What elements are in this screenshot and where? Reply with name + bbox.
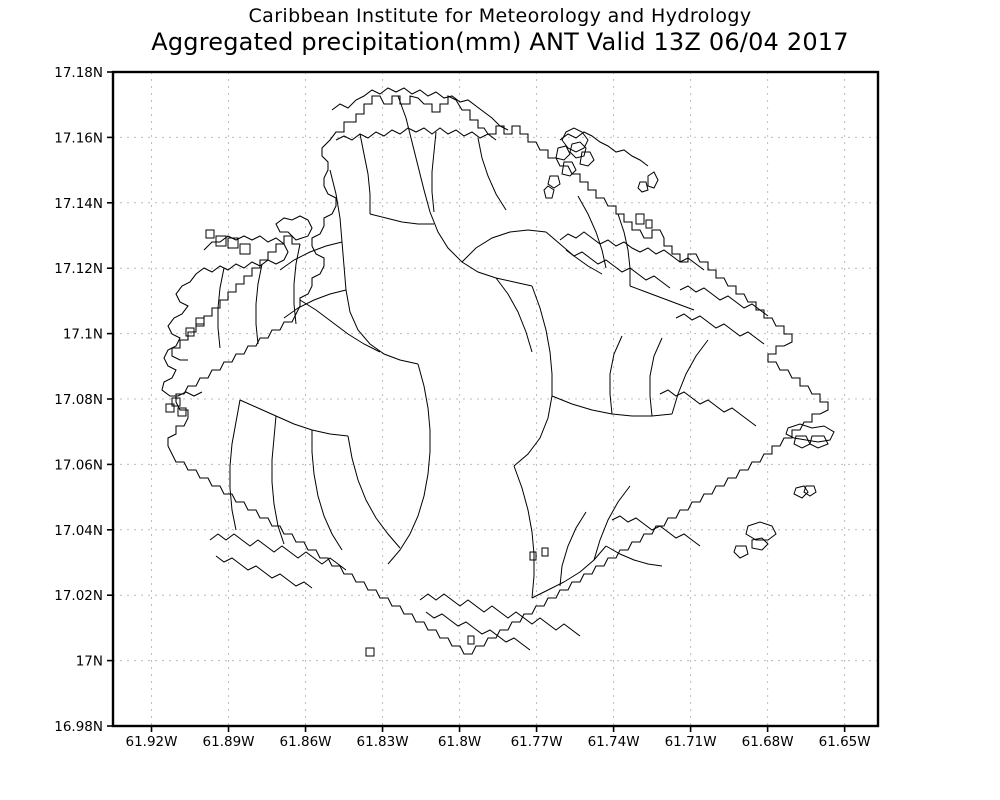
y-tick-label: 16.98N [54,719,103,735]
x-tick-label: 61.77W [511,734,563,750]
antigua-coastline [161,87,829,655]
y-tick-label: 17.18N [54,65,103,81]
product-title: Aggregated precipitation(mm) ANT Valid 1… [151,28,849,56]
offshore-islets [365,127,835,657]
y-tick-label: 17.12N [54,261,103,277]
y-tick-label: 17.08N [54,392,103,408]
y-tick-label: 17.1N [63,327,103,343]
x-tick-label: 61.65W [819,734,871,750]
x-tick-label: 61.71W [665,734,717,750]
institute-title: Caribbean Institute for Meteorology and … [248,5,752,27]
y-tick-label: 17.14N [54,196,103,212]
x-tick-label: 61.68W [742,734,794,750]
parish-boundaries [217,95,709,599]
x-tick-label: 61.83W [357,734,409,750]
tick-labels: 61.92W 61.89W 61.86W 61.83W 61.8W 61.77W 61.74… [54,65,870,750]
y-tick-label: 17.02N [54,588,103,604]
x-tick-label: 61.8W [438,734,481,750]
title-block: Caribbean Institute for Meteorology and … [0,0,1000,56]
y-tick-label: 17N [76,654,103,670]
x-tick-label: 61.89W [203,734,255,750]
plot-frame [111,70,880,728]
tickmarks [107,71,846,732]
y-tick-label: 17.16N [54,130,103,146]
x-tick-label: 61.92W [126,734,178,750]
x-tick-label: 61.86W [280,734,332,750]
gridlines [113,71,878,727]
x-tick-label: 61.74W [588,734,640,750]
y-tick-label: 17.04N [54,523,103,539]
y-tick-label: 17.06N [54,457,103,473]
